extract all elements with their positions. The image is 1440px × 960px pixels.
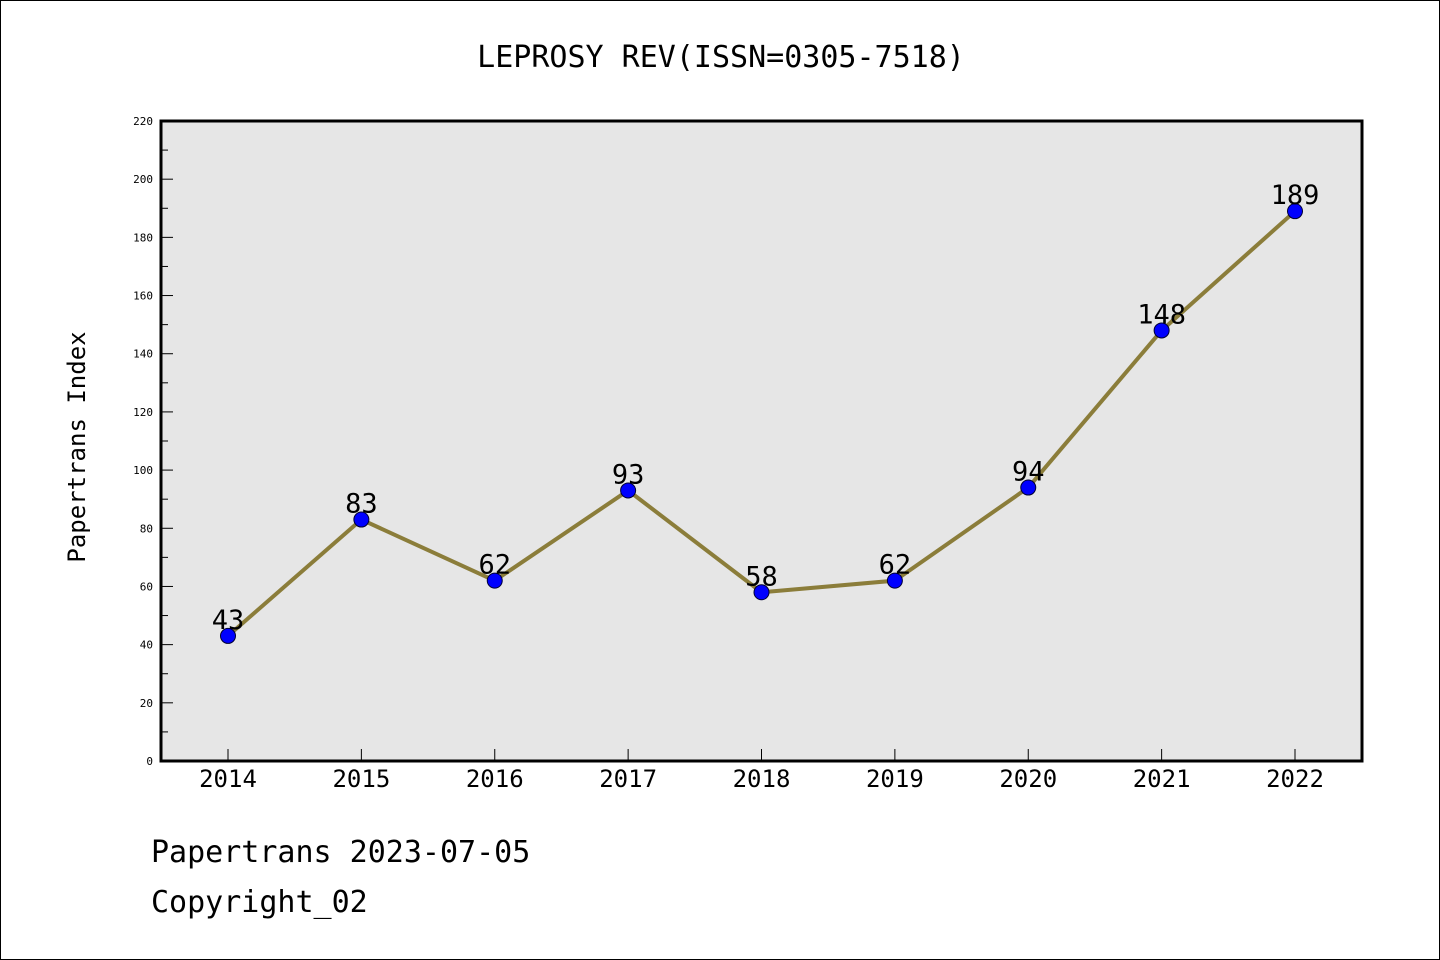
- y-tick-label: 20: [140, 697, 153, 710]
- y-tick-label: 220: [133, 115, 153, 128]
- y-tick-label: 120: [133, 406, 153, 419]
- data-label: 58: [745, 561, 778, 592]
- data-point: [1020, 479, 1037, 496]
- y-tick-label: 60: [140, 580, 153, 593]
- data-label: 62: [879, 550, 912, 581]
- footer-date: Papertrans 2023-07-05: [151, 835, 531, 870]
- chart-title: LEPROSY REV(ISSN=0305-7518): [477, 40, 965, 75]
- data-label: 93: [612, 459, 645, 490]
- y-tick-label: 80: [140, 522, 153, 535]
- data-label: 43: [212, 605, 245, 636]
- data-point: [353, 511, 370, 528]
- data-label: 62: [478, 550, 511, 581]
- data-point: [220, 627, 236, 644]
- y-tick-label: 200: [133, 173, 153, 186]
- x-tick-label: 2019: [866, 765, 924, 793]
- x-tick-label: 2022: [1266, 765, 1324, 793]
- x-tick-label: 2020: [999, 765, 1057, 793]
- data-label: 83: [345, 489, 378, 520]
- plot-area: [159, 119, 1364, 763]
- data-point: [486, 572, 503, 589]
- data-points: [220, 203, 1303, 644]
- y-tick-label: 0: [146, 755, 153, 768]
- x-tick-label: 2015: [332, 765, 390, 793]
- data-point: [1287, 203, 1303, 220]
- data-point: [886, 572, 903, 589]
- x-tick-label: 2016: [466, 765, 524, 793]
- data-label: 148: [1137, 299, 1186, 330]
- x-tick-label: 2017: [599, 765, 657, 793]
- y-tick-label: 180: [133, 231, 153, 244]
- x-axis: 2014 2015 2016 2017 2018 2019 2020 2021 2022: [199, 749, 1324, 793]
- data-point: [620, 482, 637, 499]
- x-tick-label: 2014: [199, 765, 257, 793]
- y-tick-label: 40: [140, 639, 153, 652]
- y-tick-label: 100: [133, 464, 153, 477]
- y-tick-label: 140: [133, 348, 153, 361]
- data-label: 189: [1271, 180, 1320, 211]
- data-labels: 43 83 62 93 58 62 94 148 189: [212, 180, 1320, 636]
- data-point: [1153, 322, 1170, 339]
- data-label: 94: [1012, 457, 1045, 488]
- footer-copyright: Copyright_02: [151, 885, 368, 920]
- y-axis: 0 20 40 60 80 100 120 140 160 180 200 220: [133, 115, 173, 768]
- x-tick-label: 2018: [733, 765, 791, 793]
- y-tick-label: 160: [133, 290, 153, 303]
- x-tick-label: 2021: [1133, 765, 1191, 793]
- data-point: [753, 584, 770, 601]
- y-axis-label: Papertrans Index: [63, 331, 91, 562]
